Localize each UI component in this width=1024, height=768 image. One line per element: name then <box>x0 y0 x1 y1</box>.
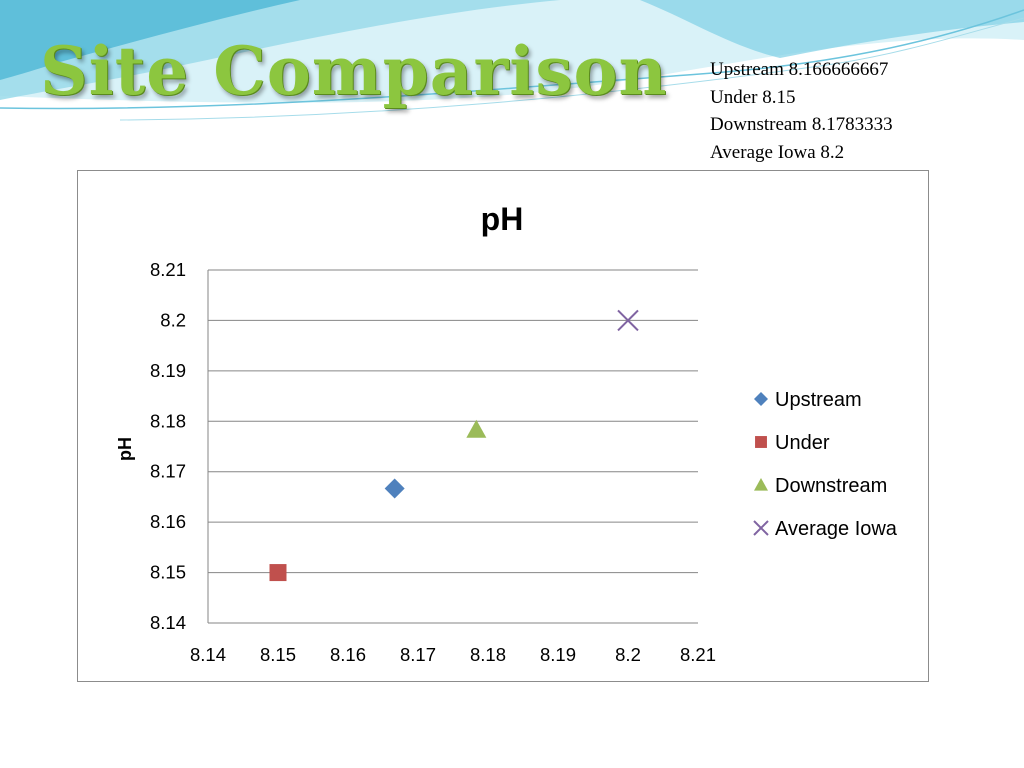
legend-marker-under <box>755 436 767 448</box>
legend-marker-average-iowa-stroke <box>753 520 769 536</box>
wave-band-dark <box>0 0 300 80</box>
data-point-average-iowa-stroke <box>617 309 639 332</box>
value-line-downstream: Downstream 8.1783333 <box>710 114 893 135</box>
slide-title: Site Comparison <box>40 32 668 110</box>
value-line-upstream: Upstream 8.166666667 <box>710 59 889 80</box>
data-point-under <box>269 564 287 582</box>
x-tick-label: 8.15 <box>260 644 296 665</box>
y-tick-label: 8.21 <box>150 259 186 280</box>
ph-chart: pH pH 8.14 8.15 8.16 8.17 8.18 8.19 8.2 8.21 8.1… <box>77 170 929 682</box>
data-point-downstream <box>466 419 487 438</box>
y-tick-label: 8.17 <box>150 461 186 482</box>
wave-band-right <box>640 0 1024 58</box>
header-wave-decoration <box>0 0 1024 121</box>
legend-marker-average-iowa <box>753 520 769 536</box>
ph-chart-canvas: pH pH 8.14 8.15 8.16 8.17 8.18 8.19 8.2 8.21 8.1… <box>115 201 898 665</box>
legend-label-downstream: Downstream <box>775 475 887 497</box>
value-line-under: Under 8.15 <box>710 86 796 108</box>
legend-marker-upstream <box>754 392 768 406</box>
data-point-upstream <box>384 478 405 499</box>
legend-marker-downstream <box>754 478 768 491</box>
data-point-average-iowa <box>617 309 639 332</box>
x-tick-label: 8.18 <box>470 644 506 665</box>
y-tick-label: 8.15 <box>150 562 186 583</box>
x-tick-label: 8.16 <box>330 644 366 665</box>
value-line-average-iowa: Average Iowa 8.2 <box>710 141 845 163</box>
x-tick-label: 8.2 <box>615 644 641 665</box>
x-tick-label: 8.14 <box>190 644 226 665</box>
x-tick-label: 8.19 <box>540 644 576 665</box>
y-tick-label: 8.18 <box>150 410 186 431</box>
legend-label-upstream: Upstream <box>775 389 862 411</box>
chart-title: pH <box>481 201 524 237</box>
y-tick-label: 8.16 <box>150 511 186 532</box>
wave-line <box>0 9 1024 110</box>
y-tick-label: 8.19 <box>150 360 186 381</box>
x-tick-label: 8.17 <box>400 644 436 665</box>
x-tick-label: 8.21 <box>680 644 716 665</box>
y-axis-title: pH <box>115 437 135 461</box>
site-values-list: Upstream 8.166666667 Under 8.15 Downstre… <box>710 56 893 166</box>
y-tick-label: 8.14 <box>150 612 186 633</box>
legend-label-average-iowa: Average Iowa <box>775 518 898 540</box>
y-tick-label: 8.2 <box>160 309 186 330</box>
wave-line <box>119 17 1024 121</box>
legend-label-under: Under <box>775 432 830 454</box>
